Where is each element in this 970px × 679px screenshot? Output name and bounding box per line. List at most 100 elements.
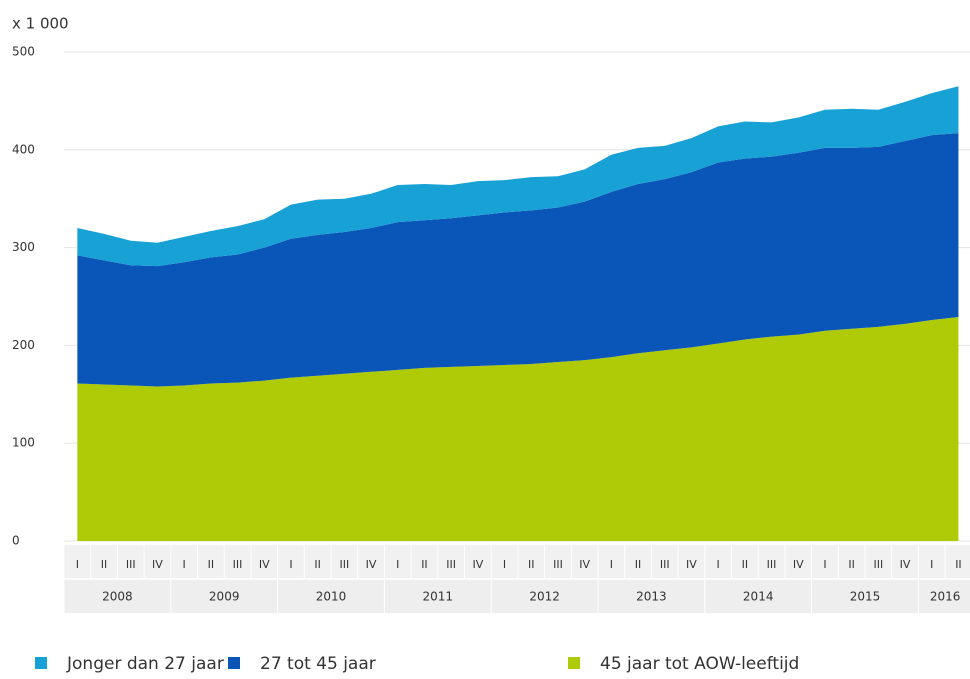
x-cell — [278, 545, 304, 578]
x-cell — [224, 545, 251, 578]
x-cell — [678, 545, 705, 578]
year-cell — [384, 580, 491, 613]
x-tick-label: III — [446, 558, 456, 571]
y-tick-label: 200 — [12, 338, 35, 352]
x-tick-label: IV — [472, 558, 483, 571]
x-tick-label: II — [955, 558, 962, 571]
x-tick-label: III — [233, 558, 243, 571]
x-cell — [64, 545, 91, 578]
x-tick-label: I — [396, 558, 399, 571]
x-tick-label: II — [421, 558, 428, 571]
x-cell — [491, 545, 518, 578]
x-cell — [198, 545, 224, 578]
year-label: 2014 — [743, 590, 774, 604]
year-label: 2011 — [423, 590, 454, 604]
x-tick-label: I — [503, 558, 506, 571]
x-cell — [117, 545, 144, 578]
x-cell — [892, 545, 918, 578]
x-cell — [918, 545, 945, 578]
y-tick-label: 0 — [12, 534, 20, 548]
year-cell — [64, 580, 171, 613]
year-label: 2009 — [209, 590, 240, 604]
y-tick-label: 100 — [12, 436, 35, 450]
y-tick-label: 400 — [12, 142, 35, 156]
x-cell — [171, 545, 197, 578]
year-cell — [705, 580, 812, 613]
x-tick-label: III — [660, 558, 670, 571]
year-label: 2010 — [316, 590, 347, 604]
legend-label: 45 jaar tot AOW-leeftijd — [600, 654, 799, 674]
x-cell — [91, 545, 117, 578]
legend-swatch — [568, 657, 580, 669]
x-tick-label: IV — [259, 558, 270, 571]
x-cell — [598, 545, 625, 578]
year-label: 2013 — [636, 590, 667, 604]
x-tick-label: II — [314, 558, 321, 571]
x-tick-label: IV — [579, 558, 590, 571]
x-tick-label: IV — [366, 558, 377, 571]
year-cell — [918, 580, 970, 613]
x-tick-label: IV — [686, 558, 697, 571]
x-cell — [705, 545, 731, 578]
year-cell — [171, 580, 278, 613]
x-tick-label: III — [767, 558, 777, 571]
area — [77, 133, 959, 387]
x-tick-label: II — [528, 558, 535, 571]
year-cell — [491, 580, 598, 613]
x-cell — [571, 545, 598, 578]
x-tick-label: I — [76, 558, 79, 571]
x-tick-label: III — [126, 558, 136, 571]
x-tick-label: I — [930, 558, 933, 571]
x-cell — [438, 545, 464, 578]
year-label: 2016 — [930, 590, 961, 604]
x-cell — [732, 545, 758, 578]
y-tick-label: 500 — [12, 45, 35, 59]
x-cell — [625, 545, 651, 578]
x-tick-label: III — [553, 558, 563, 571]
x-cell — [358, 545, 384, 578]
x-tick-label: I — [289, 558, 292, 571]
x-tick-label: III — [339, 558, 349, 571]
x-cell — [518, 545, 545, 578]
y-unit-label: x 1 000 — [12, 15, 69, 33]
x-tick-label: I — [823, 558, 826, 571]
x-cell — [651, 545, 678, 578]
year-label: 2008 — [102, 590, 133, 604]
x-tick-label: III — [873, 558, 883, 571]
x-tick-label: II — [635, 558, 642, 571]
legend-swatch — [35, 657, 47, 669]
legend-label: Jonger dan 27 jaar — [66, 654, 224, 674]
year-label: 2015 — [850, 590, 881, 604]
x-cell — [384, 545, 411, 578]
area — [77, 86, 959, 267]
x-cell — [785, 545, 812, 578]
legend-swatch — [228, 657, 240, 669]
x-tick-label: II — [208, 558, 215, 571]
y-tick-label: 300 — [12, 240, 35, 254]
x-cell — [331, 545, 358, 578]
year-label: 2012 — [529, 590, 560, 604]
area — [77, 317, 959, 541]
x-tick-label: II — [848, 558, 855, 571]
x-cell — [838, 545, 865, 578]
x-cell — [865, 545, 892, 578]
x-cell — [144, 545, 171, 578]
x-cell — [251, 545, 278, 578]
x-tick-label: I — [717, 558, 720, 571]
x-tick-label: II — [742, 558, 749, 571]
year-cell — [598, 580, 705, 613]
x-tick-label: IV — [793, 558, 804, 571]
x-cell — [304, 545, 331, 578]
legend-label: 27 tot 45 jaar — [260, 654, 376, 674]
x-tick-label: I — [183, 558, 186, 571]
x-tick-label: I — [610, 558, 613, 571]
x-cell — [945, 545, 970, 578]
x-cell — [545, 545, 571, 578]
year-cell — [812, 580, 918, 613]
x-tick-label: IV — [152, 558, 163, 571]
x-tick-label: IV — [900, 558, 911, 571]
x-cell — [812, 545, 838, 578]
x-tick-label: II — [101, 558, 108, 571]
x-cell — [411, 545, 438, 578]
year-cell — [278, 580, 384, 613]
